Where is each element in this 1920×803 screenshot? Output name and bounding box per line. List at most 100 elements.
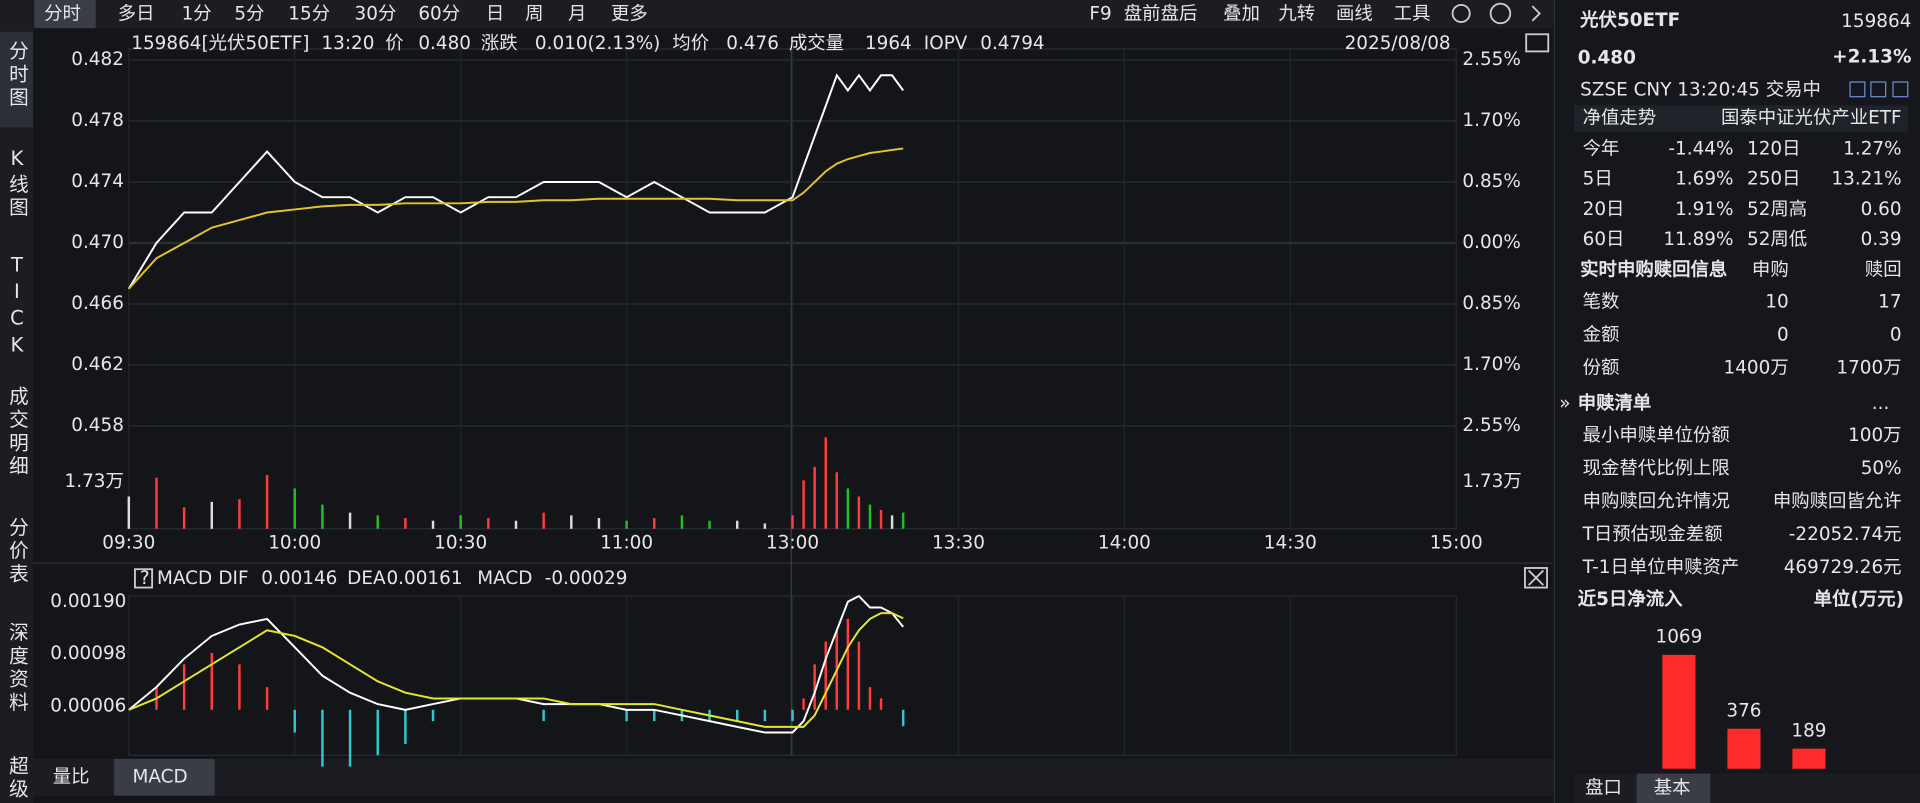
y2-tick-label: 2.55%	[1462, 49, 1520, 70]
row-value: 50%	[1861, 458, 1902, 479]
panel-tab[interactable]: 盘口	[1585, 777, 1622, 798]
info-price: 0.480	[418, 33, 471, 54]
period-tab[interactable]: 日	[486, 4, 504, 25]
row-value: 100万	[1848, 425, 1902, 446]
x-tick-label: 14:30	[1264, 533, 1317, 554]
x-tick-label: 10:30	[434, 533, 487, 554]
close-box[interactable]	[1524, 567, 1548, 589]
help-icon[interactable]	[1489, 2, 1512, 25]
row-value: -22052.74元	[1789, 524, 1902, 545]
legend-value: -0.00029	[545, 568, 628, 589]
legend-value: 0.00161	[386, 568, 462, 589]
side-tab[interactable]: 分时图	[5, 40, 28, 110]
tool-button[interactable]: 工具	[1394, 4, 1431, 25]
x-tick-label: 10:00	[268, 533, 321, 554]
period-tab[interactable]: 5分	[234, 4, 264, 25]
info-avg: 0.476	[726, 33, 779, 54]
indicator-tab[interactable]: MACD	[132, 766, 187, 787]
wp-icon[interactable]	[1525, 33, 1550, 53]
row-label: 份额	[1583, 357, 1620, 378]
period-tab[interactable]: 60分	[418, 4, 460, 25]
side-tab[interactable]: 成交明细	[5, 386, 28, 479]
panel-icons	[1849, 81, 1909, 98]
price-line	[127, 73, 904, 290]
tool-button[interactable]: 画线	[1336, 4, 1373, 25]
info-change: 0.010(2.13%)	[535, 33, 660, 54]
settings-icon[interactable]	[1451, 3, 1471, 23]
icon[interactable]	[1892, 81, 1909, 98]
active-panel-tab[interactable]	[1636, 773, 1711, 803]
return-value: -1.44%	[1668, 138, 1733, 159]
y-tick-label: 0.474	[71, 171, 124, 192]
info-iopv-label: IOPV	[924, 33, 968, 54]
nav-row	[1574, 105, 1908, 133]
row-value: 1700万	[1836, 357, 1901, 378]
return-value: 0.39	[1861, 229, 1902, 250]
y-tick-label: 0.470	[71, 232, 124, 253]
return-value: 1.69%	[1675, 169, 1733, 190]
info-code: 159864[光伏50ETF]	[131, 33, 309, 54]
tool-button[interactable]: 叠加	[1223, 4, 1260, 25]
side-panel	[1555, 0, 1920, 803]
return-label: 52周低	[1747, 229, 1807, 250]
legend-name: DIF	[218, 568, 248, 589]
close-icon[interactable]	[1527, 569, 1545, 586]
row-value: 0	[1777, 324, 1789, 345]
vol-tick-label: 1.73万	[65, 471, 124, 492]
change-pct: +2.13%	[1832, 47, 1911, 68]
tool-button[interactable]: 九转	[1278, 4, 1315, 25]
side-tab[interactable]: 超级	[5, 755, 28, 802]
period-tab[interactable]: 分时	[44, 4, 81, 25]
y-tick-label: 0.478	[71, 110, 124, 131]
y2-tick-label: 1.70%	[1462, 354, 1520, 375]
indicator-tab[interactable]: 量比	[53, 766, 90, 787]
return-label: 120日	[1747, 138, 1801, 159]
return-label: 250日	[1747, 169, 1801, 190]
nav-label: 净值走势	[1583, 108, 1657, 129]
expand-mark[interactable]: »	[1559, 393, 1570, 414]
legend-name: MACD	[477, 568, 532, 589]
active-tab[interactable]	[34, 0, 96, 29]
row-value: 1400万	[1724, 357, 1789, 378]
return-label: 20日	[1583, 199, 1625, 220]
info-iopv: 0.4794	[980, 33, 1044, 54]
row-label: 现金替代比例上限	[1583, 458, 1730, 479]
side-tab[interactable]: 分价表	[5, 517, 28, 587]
side-tab[interactable]: K线图	[5, 147, 28, 220]
active-side[interactable]	[0, 31, 34, 128]
tool-button[interactable]: F9	[1089, 4, 1111, 25]
side-tab[interactable]: 深度资料	[5, 622, 28, 715]
last-price: 0.480	[1578, 48, 1636, 69]
period-tab[interactable]: 周	[525, 4, 543, 25]
icon[interactable]	[1870, 81, 1887, 98]
next-icon[interactable]	[1531, 5, 1541, 22]
return-value: 13.21%	[1831, 169, 1901, 190]
legend-name: DEA	[347, 568, 386, 589]
help-box[interactable]	[134, 568, 154, 589]
vol-tick-label: 1.73万	[1462, 471, 1521, 492]
panel-tabs-bar	[1574, 773, 1920, 803]
flow-unit: 单位(万元)	[1814, 588, 1904, 610]
period-tab[interactable]: 多日	[118, 4, 155, 25]
icon[interactable]	[1849, 81, 1866, 98]
col-head: 申购	[1752, 260, 1789, 281]
row-label: 最小申赎单位份额	[1583, 425, 1730, 446]
period-tab[interactable]: 月	[568, 4, 586, 25]
active-indicator-tab[interactable]	[114, 758, 215, 796]
period-tab[interactable]: 更多	[611, 4, 648, 25]
fund-name: 光伏50ETF	[1579, 9, 1680, 31]
y2-tick-label: 0.85%	[1462, 171, 1520, 192]
side-tab[interactable]: TICK	[5, 253, 28, 360]
period-tab[interactable]: 15分	[288, 4, 330, 25]
period-tab[interactable]: 30分	[355, 4, 397, 25]
fund-code: 159864	[1841, 11, 1911, 32]
tool-button[interactable]: 盘前盘后	[1124, 4, 1198, 25]
period-tab[interactable]: 1分	[182, 4, 212, 25]
section-title: 申赎清单	[1578, 392, 1652, 414]
return-value: 1.91%	[1675, 199, 1733, 220]
panel-tab[interactable]: 基本	[1654, 777, 1691, 798]
x-tick-label: 13:00	[766, 533, 819, 554]
row-value: 10	[1765, 291, 1788, 312]
info-volume-label: 成交量	[789, 33, 844, 54]
more[interactable]: ...	[1872, 393, 1890, 414]
